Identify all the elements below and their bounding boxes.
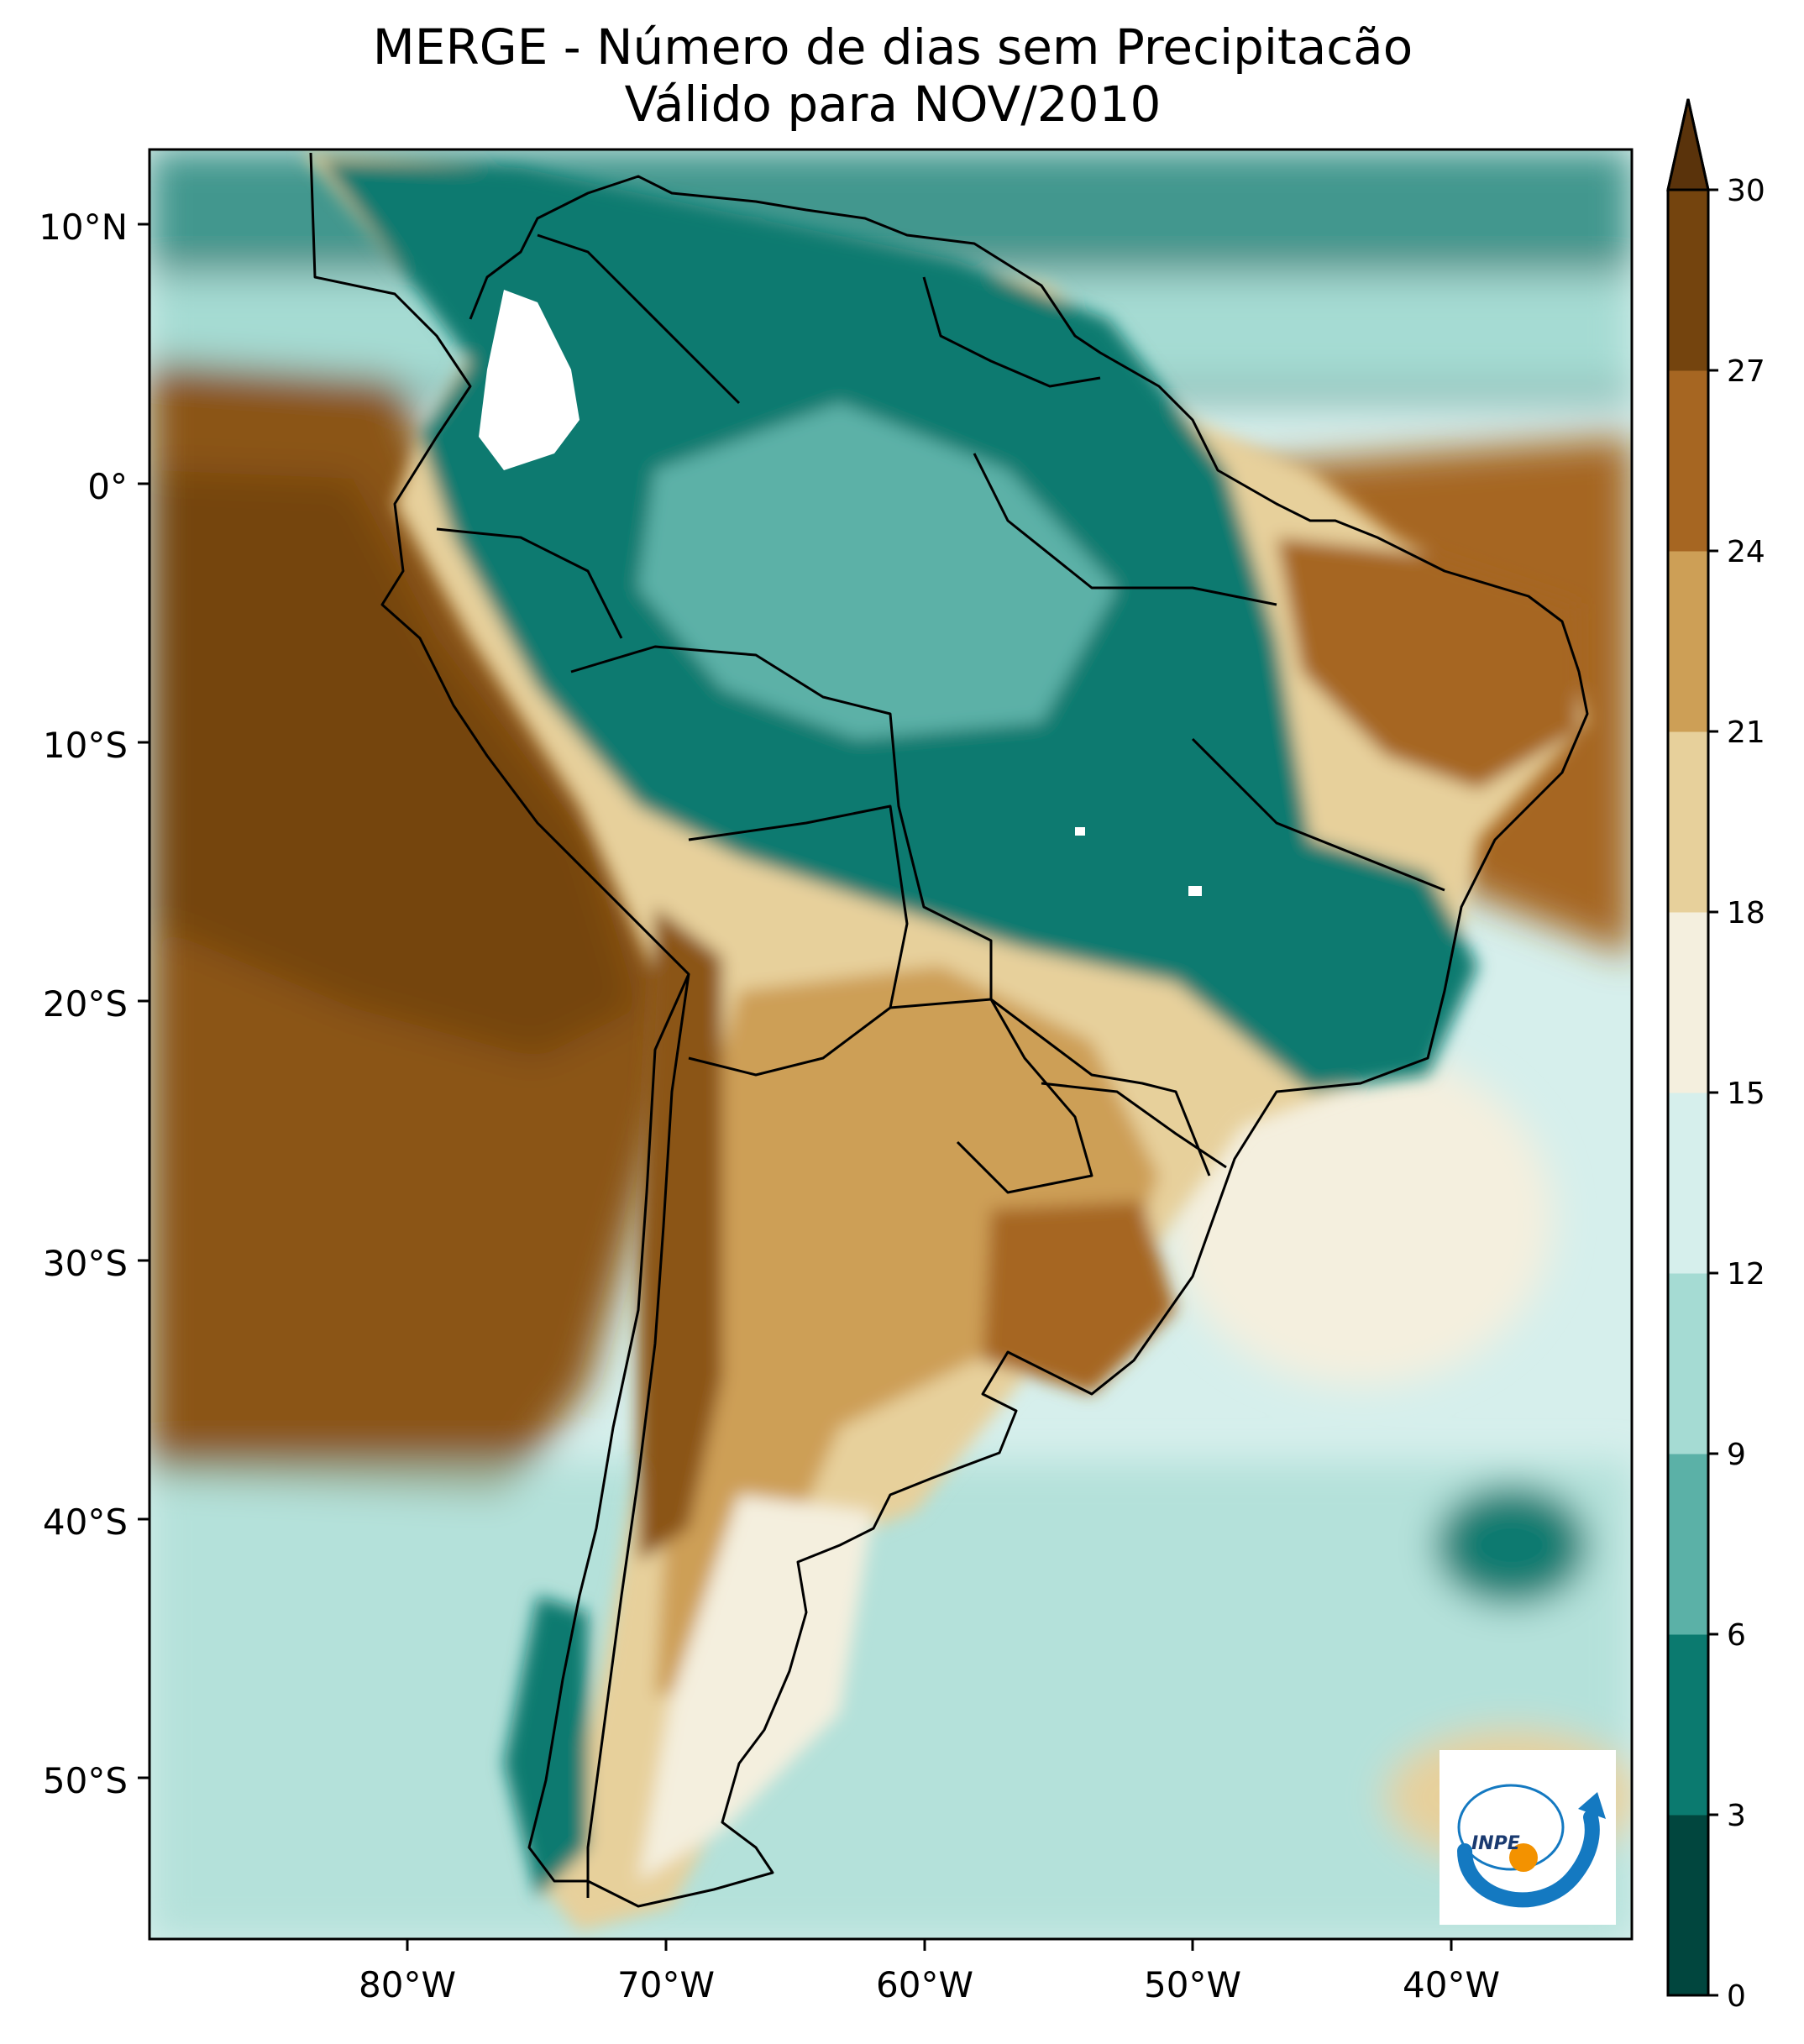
- title-line-1: MERGE - Número de dias sem Precipitacão: [372, 18, 1413, 76]
- border-brazil-states-2: [1191, 737, 1445, 892]
- border-brazil-states-1: [973, 453, 1277, 606]
- lat-tick-label: 10°N: [39, 207, 128, 248]
- border-brazil-west: [570, 645, 993, 999]
- colorbar-ticks: 0 3 6 9 12 15 18 21 24 27 30: [1708, 174, 1765, 2014]
- lat-tick-label: 50°S: [43, 1760, 128, 1801]
- colorbar-block: [1668, 1273, 1708, 1454]
- logo-arrow-icon: [1578, 1792, 1606, 1819]
- uruguay-dry: [983, 1201, 1176, 1394]
- colorbar-block: [1668, 912, 1708, 1093]
- northeast-brazil-dry: [1277, 537, 1579, 789]
- colorbar-block: [1668, 190, 1708, 371]
- south-atlantic-dry-patch: [1167, 1050, 1554, 1386]
- andes-dry: [638, 907, 722, 1562]
- colorbar-tick-label: 15: [1727, 1077, 1765, 1111]
- lon-tick-label: 50°W: [1144, 1964, 1241, 2005]
- lat-tick-label: 0°: [87, 466, 128, 507]
- colorbar-block: [1668, 1454, 1708, 1635]
- colorbar-tick-label: 21: [1727, 715, 1765, 750]
- logo-text: INPE: [1471, 1833, 1520, 1854]
- colorbar-block: [1668, 1093, 1708, 1274]
- colorbar-blocks: [1668, 190, 1708, 1996]
- border-argentina-chile: [586, 973, 690, 1898]
- coastline-mainland: [309, 152, 1589, 1908]
- south-ocean-light: [149, 1461, 1632, 1939]
- lon-tick-label: 70°W: [617, 1964, 715, 2005]
- lon-axis: 80°W 70°W 60°W 50°W 40°W: [359, 1939, 1500, 2005]
- border-brazil-states-3: [1041, 1082, 1227, 1169]
- colorbar-tick-label: 30: [1727, 174, 1765, 208]
- colorbar-block: [1668, 1634, 1708, 1816]
- colorbar-tick-label: 27: [1727, 354, 1765, 389]
- colorbar-block: [1668, 551, 1708, 732]
- colorbar-outline: [1666, 98, 1710, 1997]
- border-paraguay: [889, 998, 1093, 1194]
- lon-tick-label: 80°W: [359, 1964, 456, 2005]
- inpe-logo: INPE: [1440, 1750, 1616, 1925]
- colorbar-extend-arrow: [1666, 98, 1710, 191]
- colorbar-tick-label: 12: [1727, 1257, 1765, 1292]
- map-frame: [148, 148, 1634, 1941]
- border-guianas: [922, 276, 1101, 388]
- patagonia-light: [638, 1495, 873, 1881]
- logo-arc: [1457, 1810, 1600, 1908]
- border-peru-colombia: [436, 527, 623, 639]
- lat-tick-label: 30°S: [43, 1243, 128, 1284]
- pacific-very-dry-core: [149, 470, 638, 1058]
- colorbar-tick-label: 24: [1727, 535, 1765, 569]
- colorbar-block: [1668, 1815, 1708, 1996]
- colorbar-tick-label: 9: [1727, 1438, 1746, 1472]
- logo-dot: [1509, 1843, 1538, 1872]
- no-data-spot-2: [1075, 827, 1085, 836]
- colorbar-tick-label: 3: [1727, 1799, 1746, 1833]
- coastlines: [309, 152, 1589, 1908]
- lat-tick-label: 20°S: [43, 983, 128, 1025]
- title-line-2: Válido para NOV/2010: [624, 76, 1162, 133]
- lat-tick-label: 40°S: [43, 1502, 128, 1543]
- lon-tick-label: 60°W: [876, 1964, 973, 2005]
- colorbar-tick-label: 0: [1727, 1979, 1746, 2014]
- map-field: [149, 149, 1632, 1939]
- logo-orbit: [1457, 1784, 1565, 1871]
- colorbar-block: [1668, 731, 1708, 913]
- lon-tick-label: 40°W: [1403, 1964, 1500, 2005]
- border-bolivia: [688, 804, 909, 1077]
- border-brazil-south: [990, 998, 1211, 1177]
- map-title: MERGE - Número de dias sem Precipitacão …: [149, 18, 1636, 133]
- colorbar-tick-label: 6: [1727, 1618, 1746, 1653]
- south-atlantic-wet-spot: [1436, 1486, 1587, 1604]
- colorbar-tick-label: 18: [1727, 896, 1765, 930]
- lat-tick-label: 10°S: [43, 725, 128, 766]
- no-data-spot-1: [1188, 886, 1202, 896]
- lat-axis: 10°N 0° 10°S 20°S 30°S 40°S 50°S: [39, 207, 149, 1801]
- colorbar-block: [1668, 370, 1708, 552]
- no-data-colombia: [479, 290, 579, 470]
- border-colombia-venezuela: [537, 233, 741, 405]
- chile-south-wet: [504, 1596, 588, 1898]
